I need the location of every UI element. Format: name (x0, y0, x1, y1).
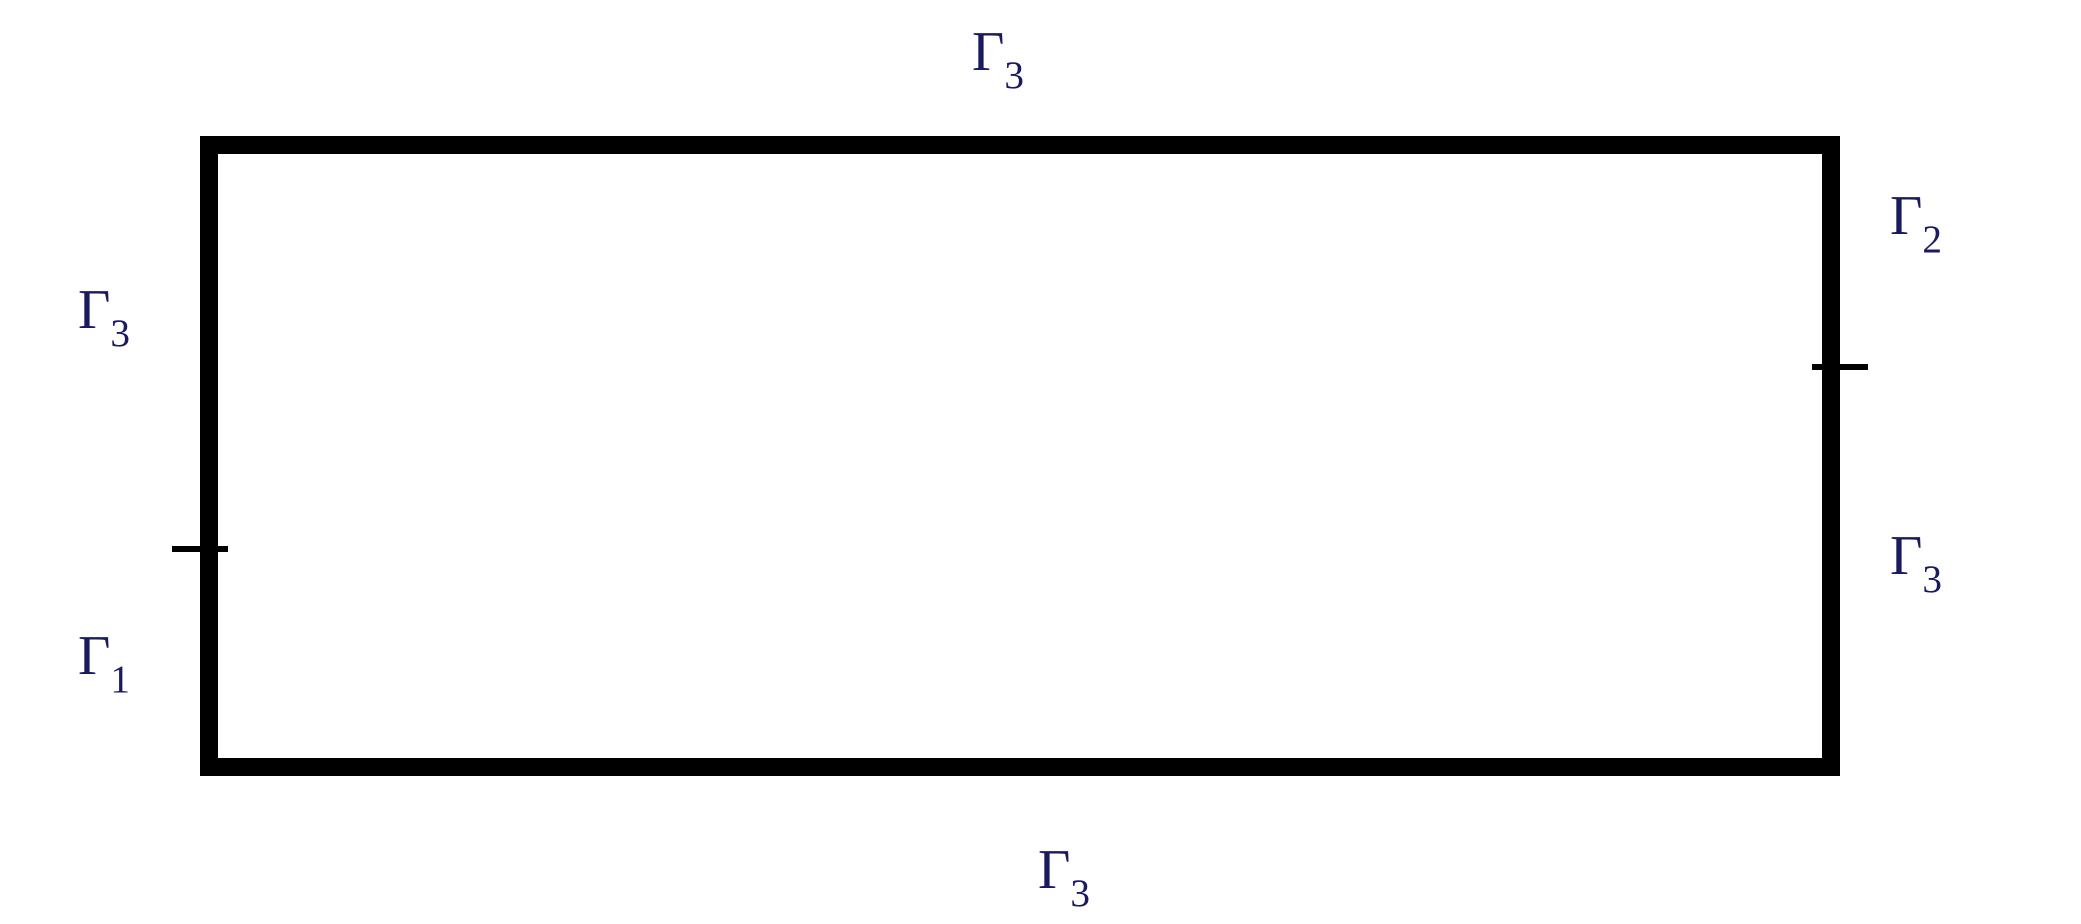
label-symbol: Γ (1890, 185, 1922, 247)
label-symbol: Γ (1890, 525, 1922, 587)
label-subscript: 2 (1922, 218, 1942, 261)
domain-rectangle (200, 136, 1840, 776)
label-subscript: 3 (1922, 558, 1942, 601)
label-symbol: Γ (78, 279, 110, 341)
left-tick-mark (172, 546, 228, 552)
label-symbol: Γ (1038, 839, 1070, 901)
label-gamma-2-right-upper: Γ2 (1890, 184, 1942, 256)
boundary-diagram: Γ3 Γ3 Γ3 Γ1 Γ2 Γ3 (0, 0, 2081, 924)
label-subscript: 3 (1004, 54, 1024, 97)
label-subscript: 3 (1070, 872, 1090, 915)
label-subscript: 3 (110, 312, 130, 355)
right-tick-mark (1812, 364, 1868, 370)
label-subscript: 1 (110, 658, 130, 701)
label-gamma-3-right-lower: Γ3 (1890, 524, 1942, 596)
label-gamma-3-left-upper: Γ3 (78, 278, 130, 350)
label-symbol: Γ (972, 21, 1004, 83)
label-gamma-3-top: Γ3 (972, 20, 1024, 92)
label-symbol: Γ (78, 625, 110, 687)
label-gamma-1-left-lower: Γ1 (78, 624, 130, 696)
label-gamma-3-bottom: Γ3 (1038, 838, 1090, 910)
